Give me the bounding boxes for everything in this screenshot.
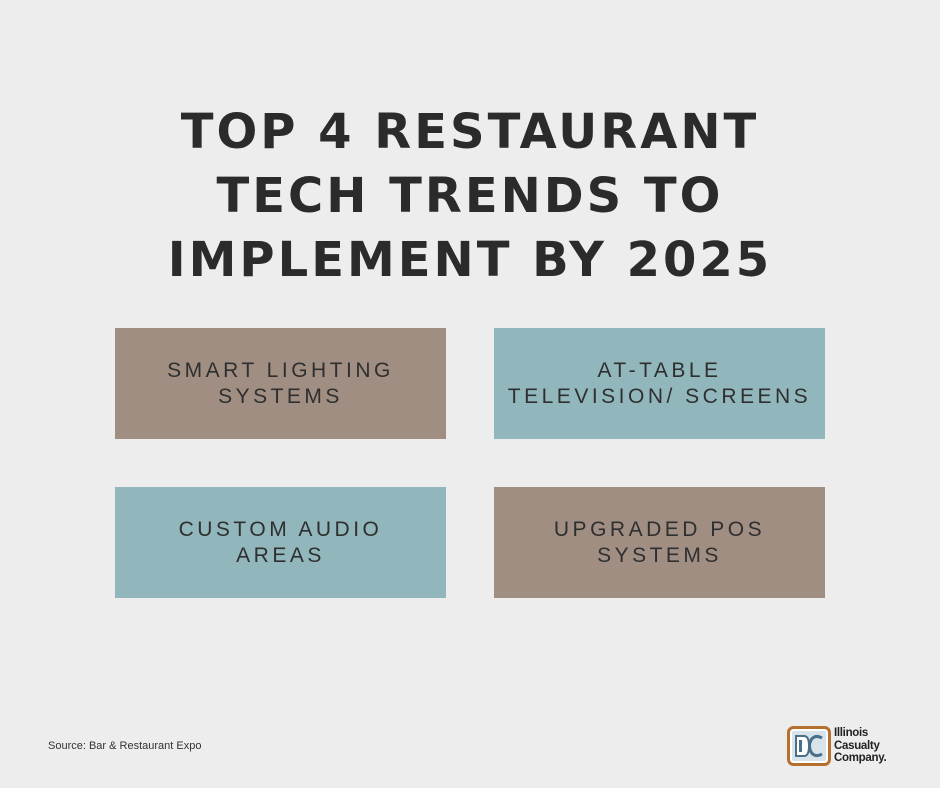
card-at-table-screens: AT-TABLE TELEVISION/ SCREENS bbox=[494, 328, 825, 439]
company-logo: Illinois Casualty Company. bbox=[787, 726, 887, 766]
logo-text-line: Casualty bbox=[834, 739, 880, 752]
source-note: Source: Bar & Restaurant Expo bbox=[48, 740, 202, 752]
card-smart-lighting: SMART LIGHTING SYSTEMS bbox=[115, 328, 446, 439]
logo-text: Illinois Casualty Company. bbox=[834, 727, 887, 765]
card-custom-audio: CUSTOM AUDIO AREAS bbox=[115, 487, 446, 598]
illinois-casualty-logo-icon bbox=[787, 726, 831, 766]
card-label: UPGRADED POS SYSTEMS bbox=[553, 517, 766, 567]
title-line-1: TOP 4 RESTAURANT bbox=[180, 104, 760, 160]
card-label: AT-TABLE TELEVISION/ SCREENS bbox=[507, 358, 812, 408]
title-line-3: IMPLEMENT BY 2025 bbox=[167, 232, 773, 288]
card-upgraded-pos: UPGRADED POS SYSTEMS bbox=[494, 487, 825, 598]
logo-text-line: Company. bbox=[834, 752, 887, 765]
page-title: TOP 4 RESTAURANT TECH TRENDS TO IMPLEMEN… bbox=[0, 100, 940, 292]
title-line-2: TECH TRENDS TO bbox=[216, 168, 724, 224]
logo-text-line: Illinois bbox=[834, 727, 869, 740]
card-label: CUSTOM AUDIO AREAS bbox=[178, 517, 383, 567]
card-label: SMART LIGHTING SYSTEMS bbox=[167, 358, 394, 408]
